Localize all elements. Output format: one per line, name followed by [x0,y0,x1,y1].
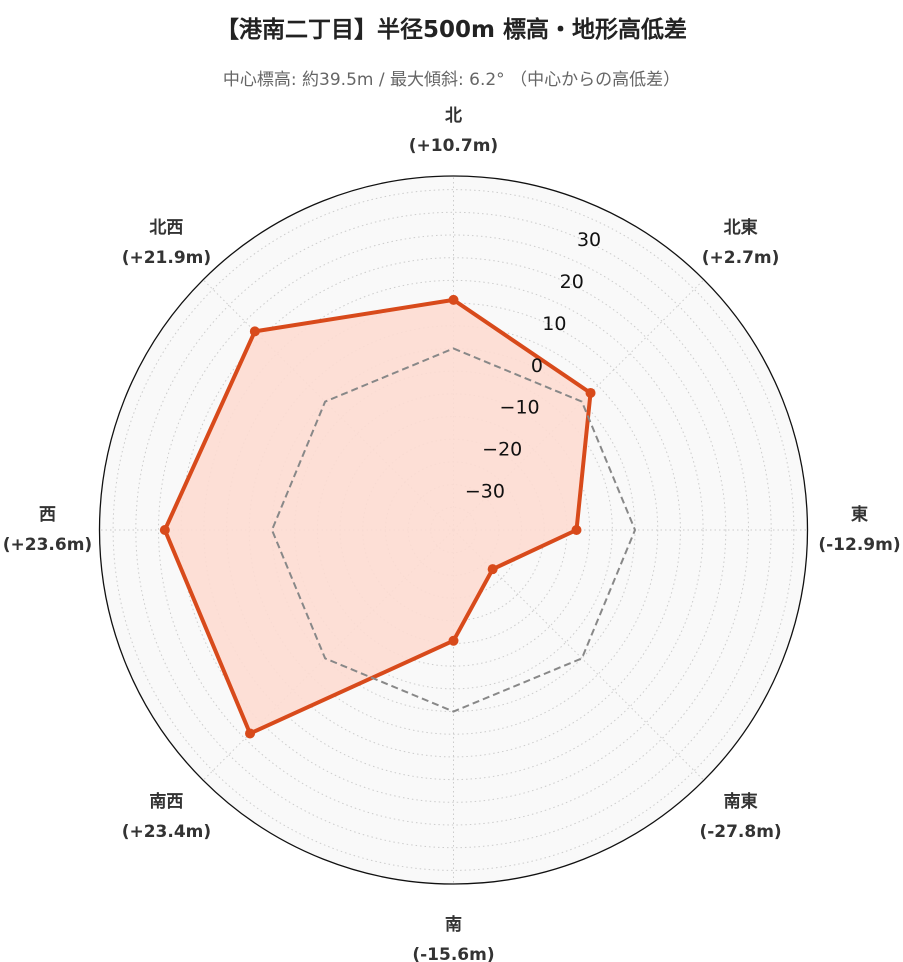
grid-ring [135,211,772,849]
r-tick-label: −20 [482,439,522,461]
chart-title: 【港南二丁目】半径500m 標高・地形高低差 [216,17,687,43]
direction-value-label: (+23.6m) [3,535,92,555]
grid-ring [248,325,659,735]
grid-ring [158,234,749,826]
direction-value-label: (+10.7m) [409,136,498,156]
chart-subtitle: 中心標高: 約39.5m / 最大傾斜: 6.2° （中心からの高低差） [222,70,681,90]
direction-value-label: (+2.7m) [702,248,780,268]
direction-label: 南 [445,914,462,935]
data-point-5 [448,635,459,646]
r-tick-label: −30 [465,481,505,503]
direction-value-label: (-15.6m) [412,945,494,962]
direction-label: 南東 [724,791,758,812]
direction-label: 北東 [724,217,758,238]
direction-label: 北西 [149,218,183,238]
direction-value-label: (+23.4m) [122,822,211,842]
direction-labels: 北 (+10.7m) 北東 (+2.7m) 東 (-12.9m) 南東 (-27.8m) 南 (-… [3,106,901,962]
data-point-1 [448,294,459,305]
outer-ring [98,175,809,885]
direction-value-label: (+21.9m) [122,248,211,268]
direction-value-label: (-27.8m) [699,822,781,842]
data-point-8 [249,326,260,337]
direction-label: 東 [851,504,868,525]
data-point-4 [487,564,498,575]
data-point-2 [585,387,596,398]
grid-ring [226,302,681,758]
r-tick-label: −10 [500,397,540,419]
data-point-7 [159,525,170,535]
series-layer [159,294,637,739]
direction-label: 南西 [149,791,183,812]
data-point-6 [245,728,256,739]
reference-line-zero [270,347,637,713]
direction-value-label: (-12.9m) [818,535,900,555]
r-tick-label: 20 [560,271,584,293]
direction-label: 北 [445,106,462,126]
radial-tick-labels: 30 20 10 0 −10 −20 −30 [465,229,601,503]
direction-label: 西 [39,505,56,525]
r-tick-label: 10 [542,313,566,335]
grid-ring [112,189,795,871]
data-point-3 [571,525,582,535]
r-tick-label: 30 [577,229,601,251]
series-fill-area [164,299,591,734]
r-tick-label: 0 [531,355,543,377]
